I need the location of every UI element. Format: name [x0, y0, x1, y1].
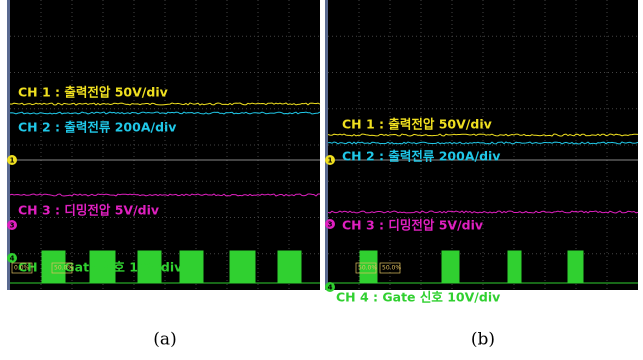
cursor-label: 50.0% — [358, 265, 377, 272]
channel-label: CH 4 : Gate 신호 10V/div — [18, 260, 182, 275]
channel-label: CH 1 : 출력전압 50V/div — [342, 117, 492, 132]
channel-label: CH 2 : 출력전류 200A/div — [18, 120, 176, 135]
channel-label: CH 1 : 출력전압 50V/div — [18, 85, 168, 100]
figure: CH 1 : 출력전압 50V/div CH 2 : 출력전류 200A/div C… — [0, 0, 643, 356]
cursor-label: 50.0% — [382, 265, 401, 272]
caption: (b) — [471, 330, 495, 350]
channel-label: CH 3 : 디밍전압 5V/div — [342, 218, 483, 233]
cursor-label: 50.0% — [54, 265, 73, 272]
scope-panel: CH 1 : 출력전압 50V/div CH 2 : 출력전류 200A/div C… — [7, 0, 320, 290]
scope-panel: CH 1 : 출력전압 50V/div CH 2 : 출력전류 200A/div C… — [325, 0, 638, 305]
ground-marker-label: 3 — [328, 221, 333, 229]
scope-border — [325, 0, 328, 290]
ground-marker-label: 1 — [328, 157, 333, 165]
ground-marker-label: 4 — [328, 284, 333, 292]
cursor-label: 0.0% — [14, 265, 30, 272]
ground-marker-label: 3 — [10, 222, 15, 230]
channel-label: CH 4 : Gate 신호 10V/div — [336, 290, 500, 305]
ground-marker-label: 4 — [10, 255, 15, 263]
scope-border — [7, 0, 10, 290]
channel-label: CH 2 : 출력전류 200A/div — [342, 149, 500, 164]
ground-marker-label: 1 — [10, 157, 15, 165]
channel-label: CH 3 : 디밍전압 5V/div — [18, 203, 159, 218]
caption: (a) — [153, 330, 176, 350]
page: {"panels": [ {"caption": "(a)", "channel… — [0, 0, 643, 356]
